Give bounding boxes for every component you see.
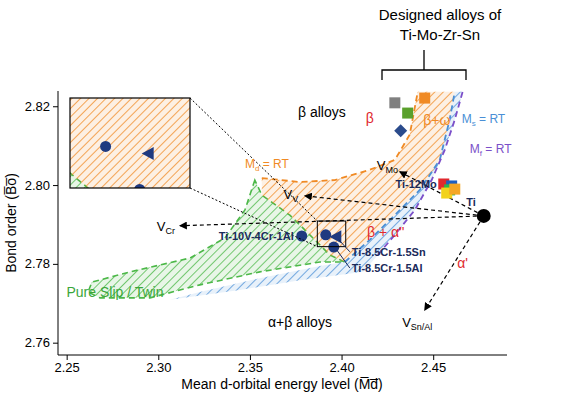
annotation: α+β alloys <box>268 314 332 330</box>
x-tick-label: 2.30 <box>146 360 171 375</box>
point-label: Ti <box>466 196 476 208</box>
annotation: Md = RT <box>245 157 290 173</box>
region-fill <box>70 98 190 188</box>
annotation: Ms = RT <box>462 112 506 128</box>
region-fill <box>70 98 190 188</box>
annotation: β <box>366 110 374 126</box>
leader-line <box>339 240 350 252</box>
y-tick <box>53 264 58 265</box>
annotation-rest: = RT <box>476 112 506 126</box>
annotation-main: β + α'' <box>367 224 404 240</box>
vector-label-sub: Sn/Al <box>411 322 433 332</box>
annotation: Mf = RT <box>470 142 512 158</box>
point-diamond <box>394 124 407 137</box>
point-label: Ti-8.5Cr-1.5Sn <box>352 246 426 258</box>
title: Designed alloys of Ti-Mo-Zr-Sn <box>379 6 502 43</box>
vector-label-main: V <box>402 315 411 330</box>
annotation-main: β+ω <box>423 112 450 128</box>
point-circle <box>296 231 307 242</box>
point-circle <box>100 141 111 152</box>
annotation-rest: = RT <box>482 142 512 156</box>
y-tick-label: 2.80 <box>25 178 50 193</box>
x-tick-label: 2.45 <box>421 360 446 375</box>
y-tick <box>53 343 58 344</box>
region-fill <box>170 92 463 300</box>
vector-label-sub: V <box>292 194 298 204</box>
annotation-main: M <box>470 142 480 156</box>
point-label: Ti-10V-4Cr-1Al <box>219 230 294 242</box>
vector-label: VV <box>284 187 299 204</box>
y-tick <box>53 185 58 186</box>
boundary-line <box>345 92 455 262</box>
region <box>70 98 190 188</box>
point-square <box>419 93 430 104</box>
y-tick-label: 2.78 <box>25 256 50 271</box>
leader-line <box>337 250 350 268</box>
vector-label: VSn/Al <box>402 315 432 332</box>
x-tick-label: 2.40 <box>329 360 354 375</box>
chart: 2.25 2.30 2.35 2.40 2.45 2.76 2.78 2.80 2.82 Mean… <box>0 0 562 394</box>
x-tick-label: 2.25 <box>55 360 80 375</box>
point-triangle <box>329 230 341 243</box>
annotation-main: M <box>245 157 255 171</box>
bracket <box>382 50 466 80</box>
vector-label-main: V <box>157 219 166 234</box>
x-tick-label: 2.35 <box>238 360 263 375</box>
annotation: α' <box>457 255 468 271</box>
y-axis-title: Bond order (B̅o̅) <box>3 173 19 273</box>
point-square <box>449 184 460 195</box>
point-circle <box>477 209 491 223</box>
vector-label: VMo <box>377 158 398 175</box>
point-square <box>402 108 413 119</box>
annotation-main: β <box>366 110 374 126</box>
point-label: Ti-8.5Cr-1.5Al <box>352 262 423 274</box>
y-axis-line <box>58 91 59 355</box>
title-line: Designed alloys of <box>379 6 502 23</box>
inset-area <box>70 98 190 188</box>
vector-arrow <box>305 196 484 216</box>
point-label: Ti-12Mo <box>395 178 437 190</box>
annotation-main: Pure Slip / Twin <box>66 284 163 300</box>
y-tick <box>53 106 58 107</box>
point-triangle <box>142 147 154 160</box>
inset-frame <box>70 98 190 188</box>
annotation: β + α'' <box>367 224 404 240</box>
vector-label-sub: Cr <box>165 226 175 236</box>
annotation: Pure Slip / Twin <box>66 284 163 300</box>
y-tick-label: 2.82 <box>25 99 50 114</box>
annotation: β+ω <box>423 112 450 128</box>
vector-label-main: V <box>377 158 386 173</box>
inset-connector <box>190 188 317 247</box>
region <box>70 98 190 188</box>
annotation-main: α' <box>457 255 468 271</box>
annotation: β alloys <box>298 104 346 120</box>
region <box>170 92 463 300</box>
vector-label: VCr <box>157 219 175 236</box>
point-square <box>389 97 400 108</box>
vector-label-sub: Mo <box>385 165 398 175</box>
annotation-main: M <box>462 112 472 126</box>
point-circle <box>320 229 331 240</box>
y-tick-label: 2.76 <box>25 335 50 350</box>
x-axis-title: Mean d-orbital energy level (M̅d̅) <box>181 376 383 392</box>
x-axis-line <box>58 355 507 356</box>
annotation-rest: = RT <box>259 157 289 171</box>
vector-label-main: V <box>284 187 293 202</box>
title-line: Ti-Mo-Zr-Sn <box>400 26 480 43</box>
annotation-main: α+β alloys <box>268 314 332 330</box>
point-circle <box>134 184 145 188</box>
vector-arrow <box>425 216 484 310</box>
annotation-main: β alloys <box>298 104 346 120</box>
